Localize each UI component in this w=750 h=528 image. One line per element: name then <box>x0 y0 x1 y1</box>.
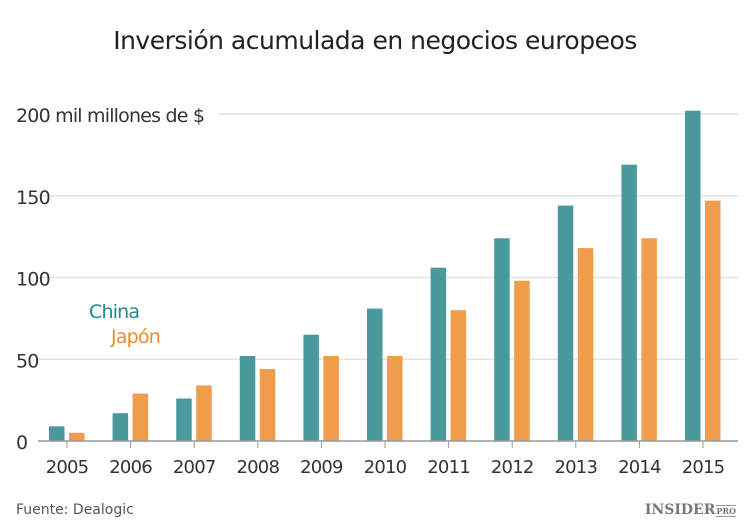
bar-china-2013 <box>557 205 574 441</box>
y-tick-label: 50 <box>16 350 39 372</box>
x-tick-label: 2015 <box>682 457 725 478</box>
bar-china-2014 <box>621 164 637 441</box>
bar-china-2012 <box>494 238 510 441</box>
x-tick-label: 2005 <box>46 457 89 478</box>
bar-china-2005 <box>49 426 65 441</box>
bar-japon-2015 <box>705 200 721 441</box>
logo-sub: PRO <box>716 505 736 517</box>
bar-china-2015 <box>685 110 701 441</box>
x-tick-label: 2009 <box>300 457 343 478</box>
insider-pro-logo: INSIDERPRO <box>645 502 736 518</box>
x-tick-label: 2008 <box>236 457 279 478</box>
chart-title: Inversión acumulada en negocios europeos <box>113 26 637 55</box>
bar-japon-2009 <box>323 355 339 441</box>
bar-japon-2006 <box>132 393 149 441</box>
x-tick-label: 2007 <box>173 457 216 478</box>
legend-china: China <box>89 301 139 323</box>
x-tick-label: 2006 <box>109 457 152 478</box>
bar-china-2006 <box>112 413 129 441</box>
bar-japon-2012 <box>514 280 530 441</box>
legend-japon: Japón <box>110 326 160 348</box>
x-tick-label: 2012 <box>491 457 534 478</box>
y-tick-label: 0 <box>16 432 27 454</box>
bar-japon-2013 <box>577 248 594 441</box>
bar-china-2009 <box>303 334 319 441</box>
bar-japon-2014 <box>641 238 657 441</box>
bar-china-2010 <box>367 308 383 441</box>
bar-china-2008 <box>239 355 256 441</box>
y-tick-label: 150 <box>16 187 50 209</box>
source-note: Fuente: Dealogic <box>16 502 134 518</box>
x-tick-label: 2010 <box>364 457 407 478</box>
bar-chart: 0 50 100 150 200 mil millones de $ 2005 2006 20… <box>16 105 738 478</box>
bar-japon-2008 <box>259 369 276 441</box>
bar-china-2011 <box>430 267 447 441</box>
y-tick-label: 200 mil millones de $ <box>16 105 204 127</box>
bar-japon-2011 <box>450 310 467 441</box>
bar-japon-2007 <box>196 385 212 441</box>
x-tick-label: 2011 <box>427 457 470 478</box>
x-tick-label: 2013 <box>554 457 597 478</box>
x-tick-label: 2014 <box>618 457 661 478</box>
bar-japon-2005 <box>69 432 85 441</box>
logo-main: INSIDER <box>644 502 716 518</box>
bar-japon-2010 <box>387 355 403 441</box>
y-tick-label: 100 <box>16 269 50 291</box>
bar-china-2007 <box>176 398 192 441</box>
